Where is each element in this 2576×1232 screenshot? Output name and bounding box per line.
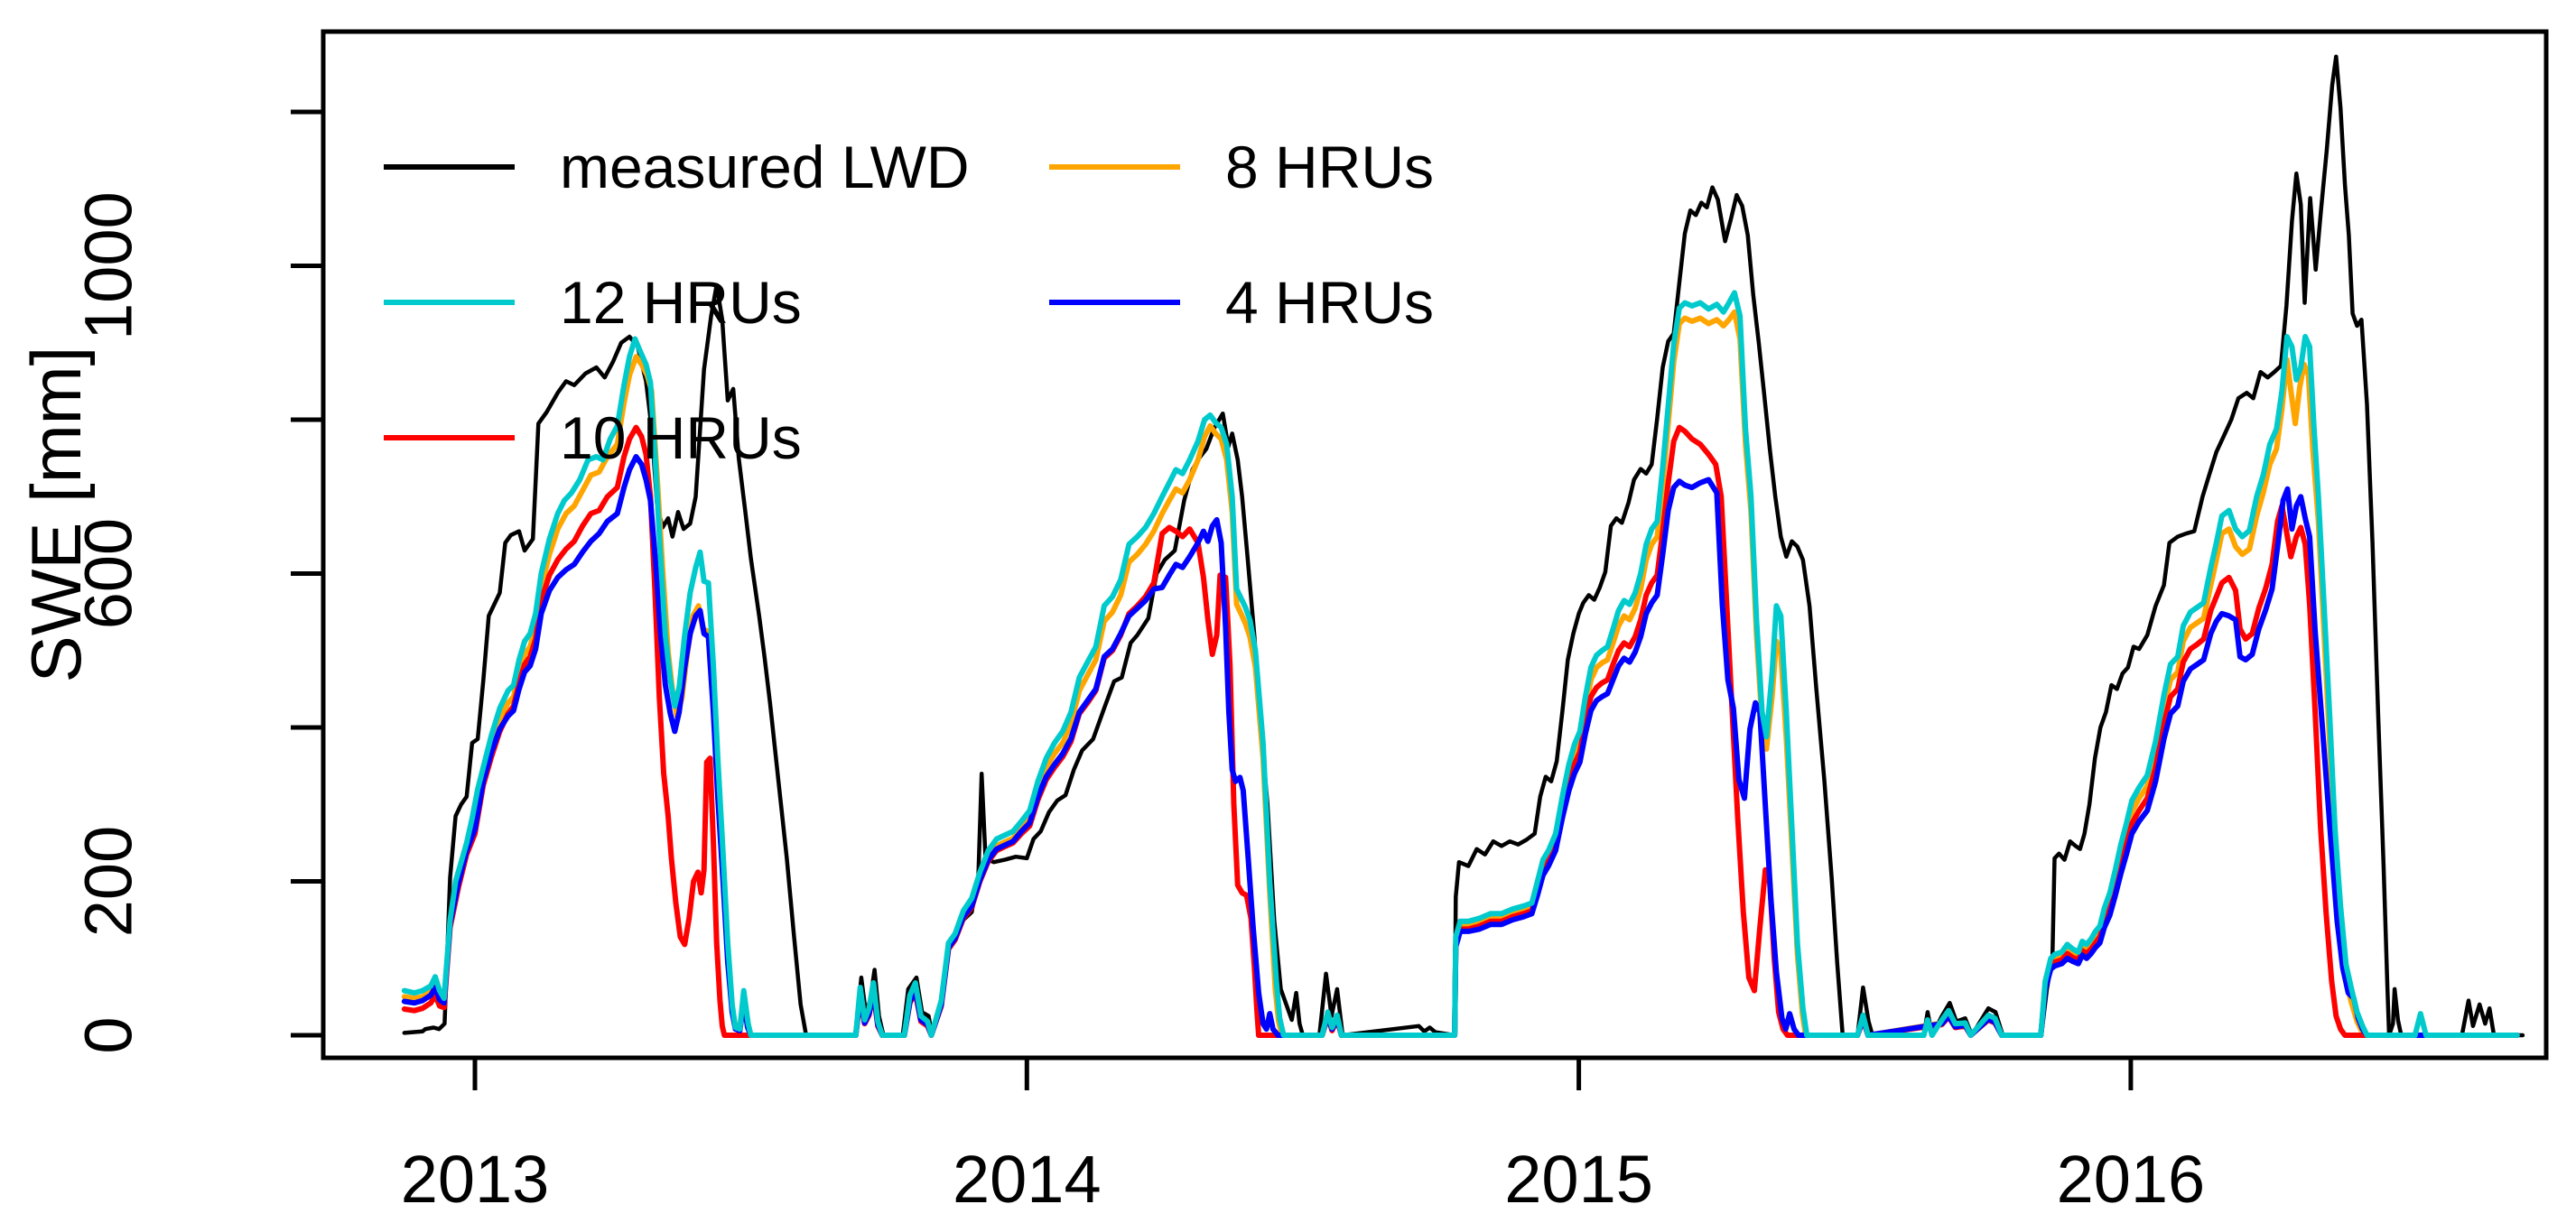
y-axis-title: SWE [mm]: [16, 347, 96, 683]
series-line-measured-lwd: [402, 54, 2525, 1038]
legend-label-10-hrus: 10 HRUs: [560, 404, 802, 471]
x-tick-label: 2013: [401, 1142, 550, 1217]
legend-label-measured-lwd: measured LWD: [560, 134, 970, 200]
y-tick-label: 600: [71, 518, 146, 629]
y-tick-label: 0: [71, 1016, 146, 1053]
legend-label-12-hrus: 12 HRUs: [560, 269, 802, 336]
axes-group: 0 200 600 1000 2013 2014 2015 2016 SWE [mm]: [16, 29, 2549, 1217]
x-tick-label: 2015: [1504, 1142, 1653, 1217]
y-tick-label: 1000: [71, 191, 146, 340]
y-tick-label: 200: [71, 826, 146, 937]
series-line-4-hrus: [401, 454, 2520, 1038]
legend-group: measured LWD 12 HRUs 10 HRUs 8 HRUs 4 HRUs: [384, 134, 1434, 471]
series-line-12-hrus: [401, 290, 2520, 1038]
x-tick-label: 2016: [2057, 1142, 2206, 1217]
series-lines-group: [401, 54, 2525, 1038]
series-line-10-hrus: [401, 424, 2520, 1038]
plot-box: [321, 29, 2549, 1061]
x-tick-label: 2014: [953, 1142, 1102, 1217]
legend-label-8-hrus: 8 HRUs: [1225, 134, 1434, 200]
legend-label-4-hrus: 4 HRUs: [1225, 269, 1434, 336]
